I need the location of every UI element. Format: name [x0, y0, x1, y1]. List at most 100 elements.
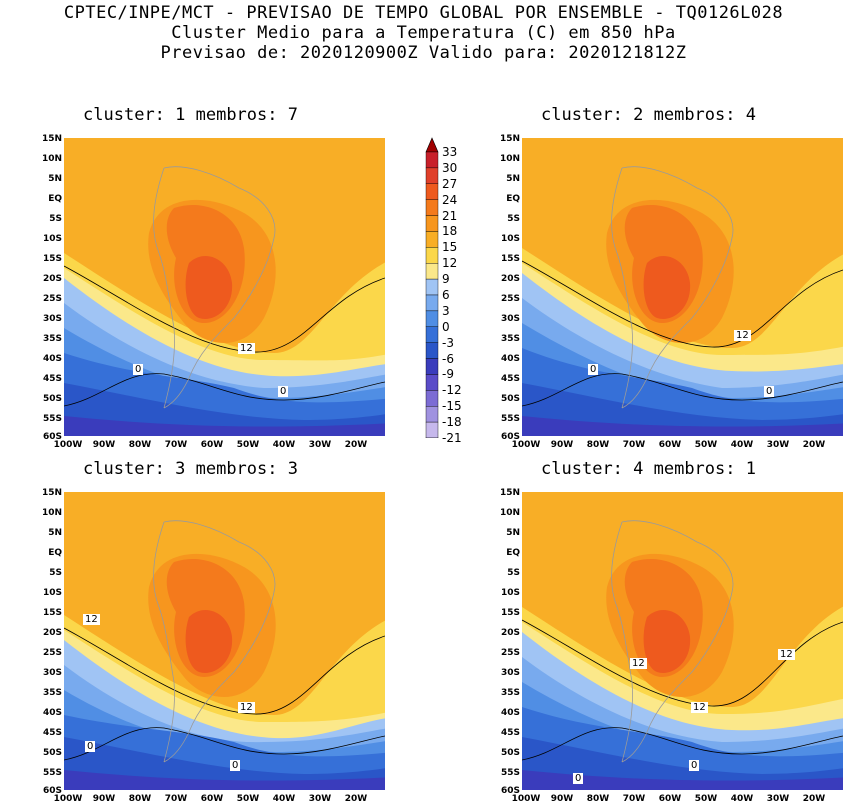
contour-0	[64, 727, 385, 761]
lon-tick-label: 90W	[550, 440, 574, 450]
temperature-map	[522, 138, 843, 436]
lat-tick-label: 15S	[500, 608, 520, 618]
lat-tick-label: 35S	[500, 334, 520, 344]
contour-label: 12	[83, 614, 100, 625]
colorbar-tick-label: 6	[442, 288, 450, 302]
lat-tick-label: 5S	[507, 568, 520, 578]
colorbar-swatch	[425, 294, 439, 312]
lat-tick-label: EQ	[48, 548, 62, 558]
lat-tick-label: 15S	[42, 254, 62, 264]
lat-tick-label: 20S	[500, 628, 520, 638]
colorbar-swatch	[425, 406, 439, 423]
map-panel-4: cluster: 4 membros: 1 15N 10N 5N EQ 5S 10S 15S…	[458, 458, 843, 804]
colorbar-tick-label: 0	[442, 319, 450, 334]
map-panel-1: cluster: 1 membros: 7 15N 10N 5N EQ 5S 10S 15S…	[0, 104, 385, 450]
lat-tick-label: 15N	[41, 488, 62, 498]
colorbar-tick-label: 9	[442, 272, 450, 287]
band-24	[185, 255, 233, 319]
map-svg	[64, 138, 385, 436]
colorbar-tick-label: 27	[442, 176, 458, 191]
lat-tick-label: 25S	[42, 294, 62, 304]
lat-tick-label: 45S	[42, 374, 62, 384]
map-panel-2: cluster: 2 membros: 4 15N 10N 5N EQ 5S 10S 15S…	[458, 104, 843, 450]
band-minus-9	[64, 416, 385, 436]
lon-tick-label: 20W	[344, 440, 368, 450]
lat-tick-label: 5N	[48, 528, 62, 538]
lat-tick-label: 30S	[42, 314, 62, 324]
colorbar-tick-label: -21	[442, 431, 462, 445]
lon-tick-label: 40W	[730, 794, 754, 804]
colorbar-tick-label: 30	[442, 160, 458, 175]
coastline	[153, 520, 276, 763]
band-minus-9	[522, 770, 843, 790]
contour-0	[522, 727, 843, 761]
lon-tick-label: 30W	[766, 794, 790, 804]
colorbar-swatch	[425, 151, 439, 169]
lat-tick-label: 35S	[42, 334, 62, 344]
contour-label: 0	[278, 386, 289, 397]
lat-tick-label: 20S	[500, 274, 520, 284]
lat-tick-label: 10S	[42, 234, 62, 244]
band-24	[185, 609, 233, 673]
lon-tick-label: 100W	[511, 794, 541, 804]
colorbar-tick-label: 15	[442, 240, 458, 255]
colorbar-swatch	[425, 183, 439, 200]
lat-tick-label: 60S	[42, 432, 62, 442]
colorbar-tick-label: 33	[442, 145, 458, 159]
temperature-map	[64, 138, 385, 436]
lon-tick-label: 80W	[128, 794, 152, 804]
temperature-map	[522, 492, 843, 790]
lon-tick-label: 30W	[766, 440, 790, 450]
colorbar-tick-label: 3	[442, 303, 450, 318]
lat-tick-label: 5S	[507, 214, 520, 224]
colorbar-arrow-top	[425, 137, 439, 153]
lon-tick-label: 50W	[236, 794, 260, 804]
lat-tick-label: 45S	[42, 728, 62, 738]
lon-tick-label: 80W	[586, 794, 610, 804]
lat-tick-label: 45S	[500, 728, 520, 738]
lat-tick-label: 15S	[500, 254, 520, 264]
colorbar-tick-label: -6	[442, 351, 454, 366]
contour-label: 12	[630, 658, 647, 669]
lat-tick-label: 60S	[500, 786, 520, 796]
lat-tick-label: 10N	[41, 508, 62, 518]
header-line-3: Previsao de: 2020120900Z Valido para: 20…	[160, 43, 687, 63]
lon-tick-label: 90W	[550, 794, 574, 804]
lat-tick-label: 10S	[500, 588, 520, 598]
lat-tick-label: 50S	[500, 748, 520, 758]
lat-tick-label: 60S	[500, 432, 520, 442]
colorbar-swatch	[425, 310, 439, 327]
contour-0	[522, 373, 843, 407]
lat-tick-label: 40S	[42, 708, 62, 718]
temperature-map	[64, 492, 385, 790]
colorbar-swatch	[425, 278, 439, 296]
lat-tick-label: 35S	[42, 688, 62, 698]
coastline	[611, 520, 734, 763]
lat-tick-label: 30S	[500, 668, 520, 678]
colorbar-swatch	[425, 167, 439, 184]
lat-tick-label: 55S	[500, 414, 520, 424]
lat-tick-label: 25S	[500, 294, 520, 304]
lon-tick-label: 60W	[658, 440, 682, 450]
lat-tick-label: 10N	[41, 154, 62, 164]
panel-title: cluster: 2 membros: 4	[541, 105, 756, 125]
lat-tick-label: 15S	[42, 608, 62, 618]
lon-tick-label: 90W	[92, 440, 116, 450]
lat-tick-label: 20S	[42, 274, 62, 284]
lat-tick-label: 5N	[506, 528, 520, 538]
lat-tick-label: 55S	[42, 768, 62, 778]
colorbar-tick-label: -18	[442, 415, 462, 430]
lat-tick-label: EQ	[506, 194, 520, 204]
contour-label: 0	[588, 364, 599, 375]
header-line-2: Cluster Medio para a Temperatura (C) em …	[171, 23, 676, 43]
colorbar-swatch	[425, 247, 439, 264]
map-svg	[64, 492, 385, 790]
colorbar-tick-label: -12	[442, 383, 462, 398]
colorbar-svg	[425, 137, 439, 438]
contour-label: 12	[778, 649, 795, 660]
colorbar-tick-label: -15	[442, 399, 462, 414]
contour-label: 0	[689, 760, 700, 771]
lon-tick-label: 30W	[308, 794, 332, 804]
contour-label: 12	[691, 702, 708, 713]
map-svg	[522, 492, 843, 790]
